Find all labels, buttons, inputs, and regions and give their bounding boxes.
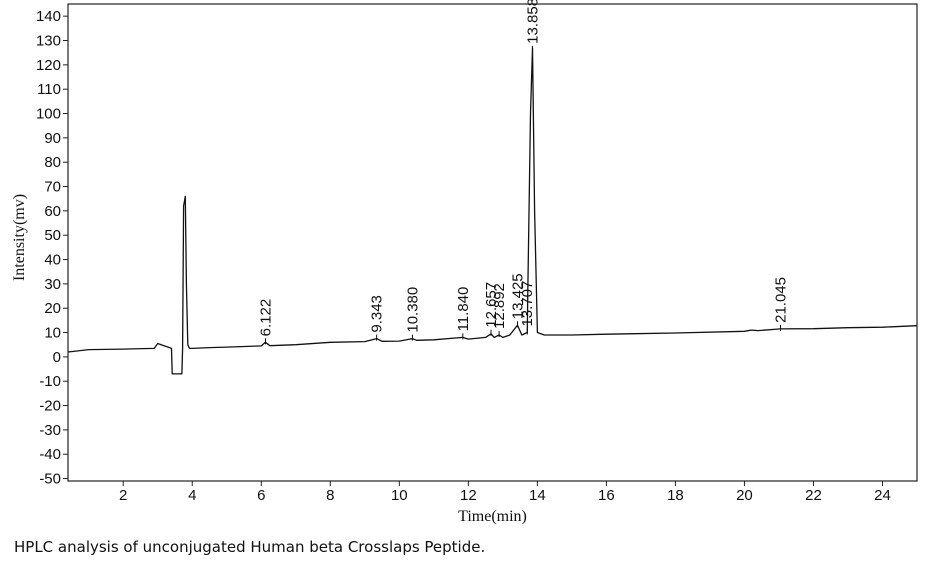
peak-label: 12.892	[491, 283, 508, 329]
x-tick-label: 6	[257, 487, 265, 504]
figure-caption: HPLC analysis of unconjugated Human beta…	[14, 538, 486, 556]
plot-border	[67, 3, 918, 482]
y-tick-label: 110	[37, 81, 61, 98]
y-tick-label: 10	[44, 325, 61, 342]
y-tick-label: -30	[39, 422, 61, 439]
peak-label: 12.657	[483, 282, 500, 328]
x-tick-label: 22	[805, 487, 822, 504]
peak-label: 13.858	[524, 0, 541, 44]
peak-label: 10.380	[404, 287, 421, 333]
x-tick-label: 10	[391, 487, 408, 504]
y-tick-label: 50	[44, 227, 61, 244]
y-tick-label: 30	[44, 276, 61, 293]
plot-frame	[67, 3, 918, 482]
x-tick-label: 18	[667, 487, 684, 504]
y-tick-label: 120	[36, 57, 61, 74]
y-tick-label: 140	[36, 8, 61, 25]
y-axis-title: Intensity(mv)	[11, 194, 28, 281]
chromatogram-trace-group	[67, 47, 918, 375]
x-tick-label: 16	[598, 487, 615, 504]
chromatogram-trace	[67, 47, 918, 375]
hplc-chromatogram: 1401301201101009080706050403020100-10-20…	[11, 0, 918, 525]
peak-label: 9.343	[369, 295, 386, 333]
x-tick-label: 20	[736, 487, 753, 504]
y-tick-label: 130	[36, 33, 61, 50]
x-tick-label: 24	[874, 487, 891, 504]
peak-label: 11.840	[455, 287, 472, 332]
y-tick-label: 20	[44, 300, 61, 317]
x-axis-title: Time(min)	[458, 508, 527, 525]
y-tick-label: -20	[39, 398, 61, 415]
y-tick-label: 80	[44, 154, 61, 171]
y-tick-label: -10	[39, 373, 61, 390]
y-tick-label: 100	[36, 106, 61, 123]
peak-label: 21.045	[773, 277, 790, 323]
y-tick-label: 70	[44, 179, 61, 196]
x-tick-label: 8	[326, 487, 334, 504]
x-tick-label: 4	[188, 487, 196, 504]
y-tick-label: 60	[44, 203, 61, 220]
y-tick-label: 90	[44, 130, 61, 147]
x-tick-label: 2	[119, 487, 127, 504]
x-tick-label: 14	[529, 487, 546, 504]
y-tick-label: 0	[53, 349, 61, 366]
y-tick-label: -40	[39, 446, 61, 463]
x-tick-label: 12	[460, 487, 477, 504]
y-tick-label: 40	[44, 252, 61, 269]
y-axis-ticks: 1401301201101009080706050403020100-10-20…	[36, 8, 68, 488]
y-tick-label: -50	[39, 471, 61, 488]
peak-label: 6.122	[257, 299, 274, 337]
peak-label: 13.707	[519, 281, 536, 327]
peak-label: 13.425	[510, 273, 527, 319]
x-axis-ticks: 2 4 6 8 10 12 14 16 18 20 22 24	[119, 481, 891, 504]
